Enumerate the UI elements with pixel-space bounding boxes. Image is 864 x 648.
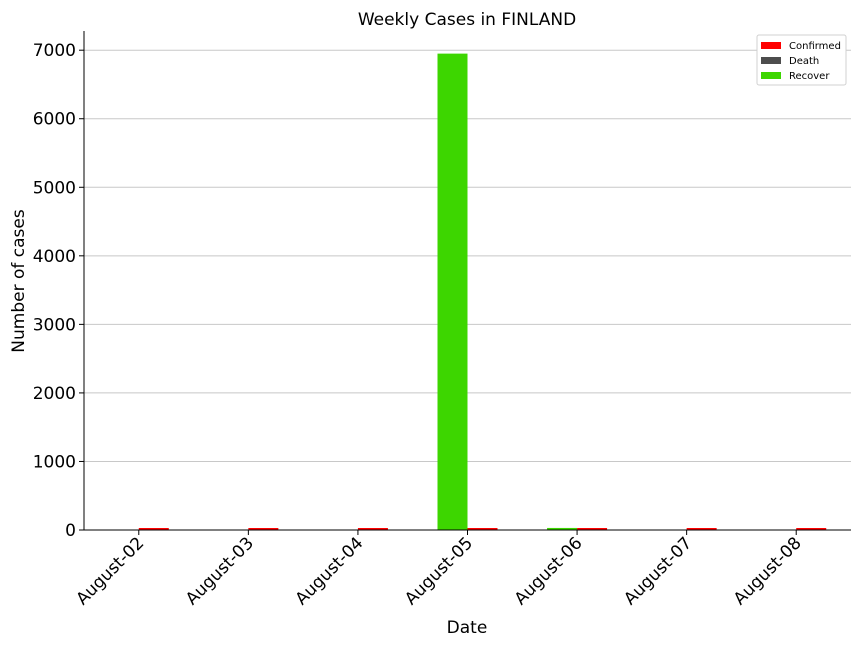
bar-confirmed — [248, 528, 279, 530]
x-axis-ticks: August-02 August-03 August-04 August-05 Augu… — [72, 530, 806, 609]
y-tick-label: 4000 — [33, 247, 76, 267]
bar-confirmed — [796, 528, 827, 530]
y-tick-label: 2000 — [33, 384, 76, 404]
y-tick-label: 0 — [65, 521, 76, 541]
legend-swatch — [761, 72, 781, 79]
x-tick-label: August-05 — [401, 533, 477, 609]
x-tick-label: August-02 — [72, 533, 148, 609]
legend-entry: Confirmed — [789, 41, 841, 52]
y-tick-label: 5000 — [33, 178, 76, 198]
x-tick-label: August-08 — [730, 533, 806, 609]
y-tick-label: 6000 — [33, 110, 76, 130]
x-axis-label: Date — [447, 618, 488, 638]
bars — [138, 53, 827, 530]
bar-confirmed — [577, 528, 608, 530]
chart-title: Weekly Cases in FINLAND — [358, 10, 576, 30]
y-tick-label: 1000 — [33, 452, 76, 472]
legend-swatch — [761, 57, 781, 64]
legend-entry: Recover — [789, 71, 830, 82]
x-tick-label: August-07 — [620, 533, 696, 609]
bar-confirmed — [686, 528, 717, 530]
x-tick-label: August-04 — [292, 533, 368, 609]
legend: Confirmed Death Recover — [756, 34, 847, 86]
x-tick-label: August-06 — [511, 533, 587, 609]
y-axis-ticks: 0 1000 2000 3000 4000 5000 6000 7000 — [33, 41, 84, 541]
y-tick-label: 3000 — [33, 315, 76, 335]
legend-swatch — [761, 42, 781, 49]
y-tick-label: 7000 — [33, 41, 76, 61]
y-axis-label: Number of cases — [9, 209, 29, 353]
x-tick-label: August-03 — [182, 533, 258, 609]
legend-entry: Death — [789, 56, 819, 67]
bar-confirmed — [467, 528, 498, 530]
bar-confirmed — [138, 528, 169, 530]
bar-recover — [547, 527, 578, 530]
bar-confirmed — [357, 528, 388, 530]
bar-recover — [437, 53, 468, 530]
